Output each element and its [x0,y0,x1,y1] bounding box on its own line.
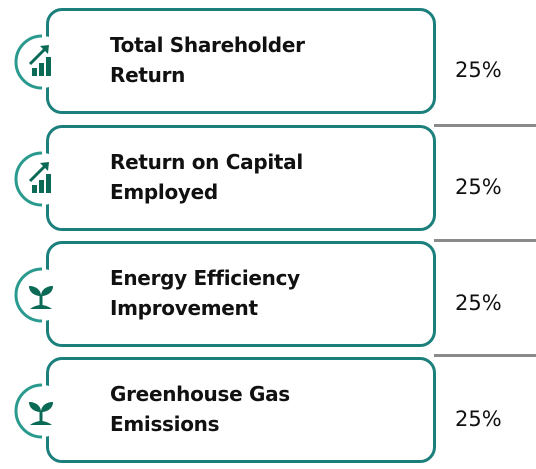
separator [434,239,536,242]
item-value: 25% [455,58,502,82]
item-box [46,8,436,114]
growth-icon [14,151,68,207]
item-box [46,241,436,347]
plant-icon [14,267,68,323]
item-label: Total Shareholder Return [110,33,305,87]
item-value: 25% [455,291,502,315]
item-row: Total Shareholder Return 25% [0,8,536,120]
item-box [46,125,436,231]
item-label: Return on Capital Employed [110,150,303,204]
item-label: Energy Efficiency Improvement [110,266,300,320]
item-row: Return on Capital Employed 25% [0,125,536,237]
separator [434,354,536,357]
item-value: 25% [455,175,502,199]
growth-icon [14,34,68,90]
item-label: Greenhouse Gas Emissions [110,382,290,436]
item-box [46,357,436,463]
item-value: 25% [455,407,502,431]
separator [434,124,536,127]
item-row: Energy Efficiency Improvement 25% [0,241,536,353]
plant-icon [14,383,68,439]
item-row: Greenhouse Gas Emissions 25% [0,357,536,469]
